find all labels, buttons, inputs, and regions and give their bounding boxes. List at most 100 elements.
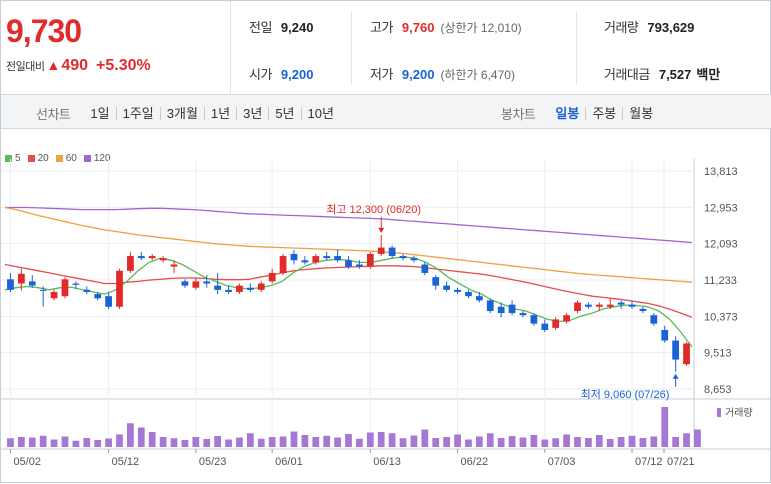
x-tick-label: 06/22 <box>461 456 489 468</box>
ma60-line <box>4 206 693 283</box>
candle-body <box>192 281 200 288</box>
stat-value: 9,240 <box>280 20 314 35</box>
volume-bar <box>399 438 407 447</box>
quote-panel: 9,730 전일대비 ▲ 490 +5.30% 전일 9,240 고가 9,76… <box>1 1 771 95</box>
volume-bar <box>170 438 178 447</box>
weekly-candle-button[interactable]: 주봉 <box>585 107 622 120</box>
volume-bar <box>530 435 538 447</box>
daily-candle-button[interactable]: 일봉 <box>555 106 580 121</box>
candle-body <box>628 304 636 307</box>
candle-body <box>661 329 669 341</box>
volume-bar <box>661 407 669 447</box>
high-arrowhead-icon <box>378 227 385 233</box>
volume-bar <box>214 436 222 447</box>
candle-body <box>236 285 243 292</box>
stat-value: 793,629 <box>647 20 695 35</box>
candle-body <box>225 289 232 292</box>
volume-bar <box>683 433 690 447</box>
volume-bar <box>432 438 440 447</box>
candle-body <box>541 323 549 330</box>
candle-body <box>50 291 58 299</box>
volume-bar <box>443 437 451 447</box>
volume-bar <box>628 435 636 447</box>
stat-value: 9,200 <box>401 67 435 82</box>
candle-body <box>312 256 320 263</box>
volume-bar <box>192 437 200 447</box>
candle-body <box>454 289 461 292</box>
candle-body <box>377 247 385 254</box>
stat-label: 시가 <box>249 67 272 82</box>
price-change: 전일대비 ▲ 490 +5.30% <box>6 57 151 75</box>
candle-body <box>443 285 451 290</box>
candlestick-chart: 최고 12,300 (06/20) 최저 9,060 (07/26) 13,81… <box>1 159 771 468</box>
legend-swatch <box>5 155 12 162</box>
monthly-candle-button[interactable]: 월봉 <box>622 107 659 120</box>
period-5y-button[interactable]: 5년 <box>268 107 300 120</box>
volume-bar <box>225 439 232 447</box>
x-tick-label: 07/12 <box>635 456 663 468</box>
volume-bar <box>650 436 658 447</box>
up-arrow-icon: ▲ <box>46 57 61 73</box>
volume-bar <box>203 439 211 447</box>
legend-swatch <box>83 155 91 162</box>
volume-bar <box>563 434 570 447</box>
candle-body <box>639 308 647 311</box>
candle-chart-group: 봉차트 일봉 주봉 월봉 <box>501 104 659 123</box>
stat-label: 전일 <box>249 20 272 35</box>
stat-label: 저가 <box>370 67 393 82</box>
volume-bar <box>72 440 80 447</box>
candle-body <box>105 296 112 307</box>
period-10y-button[interactable]: 10년 <box>300 107 340 120</box>
volume-bar <box>39 435 47 447</box>
legend-item: 5 <box>5 153 21 164</box>
change-percent: +5.30% <box>96 57 151 74</box>
volume-bar <box>17 437 25 447</box>
stat-unit: 백만 <box>696 67 721 82</box>
stat-value: 7,527 <box>658 67 692 82</box>
period-1w-button[interactable]: 1주일 <box>115 107 160 120</box>
volume-bar <box>574 437 581 447</box>
volume-bar <box>290 431 298 447</box>
stat-volume: 거래량 793,629 <box>604 17 694 36</box>
legend-label: 20 <box>37 153 49 164</box>
candle-body <box>399 256 407 259</box>
legend-item: 120 <box>83 153 111 164</box>
price-box: 9,730 전일대비 ▲ 490 +5.30% <box>1 1 231 94</box>
candle-body <box>181 281 189 286</box>
volume-bar <box>148 432 156 447</box>
volume-bar <box>508 436 516 447</box>
period-1y-button[interactable]: 1년 <box>203 107 236 120</box>
stat-prev-close: 전일 9,240 <box>249 17 313 36</box>
stat-value: 9,200 <box>280 67 314 82</box>
candle-body <box>257 283 265 290</box>
volume-bar <box>552 438 560 447</box>
volume-bar <box>377 432 385 447</box>
volume-bar <box>475 436 483 447</box>
ma-legend: 5 20 60 120 <box>5 153 118 164</box>
candle-body <box>301 260 309 263</box>
candle-body <box>366 253 374 267</box>
chart-grid <box>1 159 771 450</box>
volume-legend-swatch <box>717 408 721 417</box>
legend-item: 20 <box>27 153 49 164</box>
period-3m-button[interactable]: 3개월 <box>159 107 204 120</box>
candle-body <box>159 258 167 261</box>
volume-bar <box>83 438 91 447</box>
high-annotation: 최고 12,300 (06/20) <box>326 203 421 216</box>
candle-body <box>595 304 603 307</box>
legend-item: 60 <box>55 153 77 164</box>
stat-label: 거래량 <box>604 20 639 35</box>
stat-high: 고가 9,760 (상한가 12,010) <box>370 17 522 36</box>
volume-bar <box>28 437 36 447</box>
candle-body <box>388 247 396 257</box>
period-1d-button[interactable]: 1일 <box>90 106 110 121</box>
candle-body <box>465 291 472 297</box>
candle-body <box>7 279 14 290</box>
candle-body <box>170 264 178 267</box>
candle-body <box>519 313 527 316</box>
period-3y-button[interactable]: 3년 <box>236 107 268 120</box>
candle-body <box>650 315 658 324</box>
volume-bar <box>246 433 254 447</box>
stat-low: 저가 9,200 (하한가 6,470) <box>370 64 515 83</box>
volume-bars <box>7 407 721 447</box>
